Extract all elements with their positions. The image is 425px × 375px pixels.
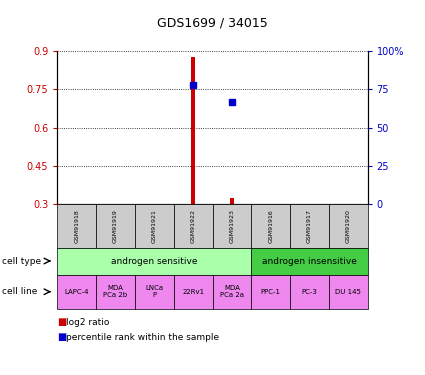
Text: GDS1699 / 34015: GDS1699 / 34015 (157, 17, 268, 30)
Text: androgen insensitive: androgen insensitive (262, 256, 357, 265)
Text: LAPC-4: LAPC-4 (65, 289, 89, 295)
Text: ■: ■ (57, 332, 67, 342)
Text: androgen sensitive: androgen sensitive (111, 256, 198, 265)
Text: GSM91920: GSM91920 (346, 209, 351, 243)
Bar (230, 198, 234, 204)
Text: GSM91917: GSM91917 (307, 209, 312, 243)
Text: GSM91918: GSM91918 (74, 209, 79, 243)
Text: cell type: cell type (2, 256, 41, 265)
Text: PC-3: PC-3 (301, 289, 317, 295)
Text: MDA
PCa 2a: MDA PCa 2a (220, 285, 244, 298)
Text: cell line: cell line (2, 287, 37, 296)
Text: GSM91919: GSM91919 (113, 209, 118, 243)
Text: GSM91923: GSM91923 (230, 209, 235, 243)
Text: DU 145: DU 145 (335, 289, 361, 295)
Text: percentile rank within the sample: percentile rank within the sample (66, 333, 219, 342)
Text: PPC-1: PPC-1 (261, 289, 280, 295)
Text: GSM91921: GSM91921 (152, 209, 157, 243)
Text: log2 ratio: log2 ratio (66, 318, 109, 327)
Text: GSM91922: GSM91922 (190, 209, 196, 243)
Text: ■: ■ (57, 317, 67, 327)
Text: MDA
PCa 2b: MDA PCa 2b (103, 285, 127, 298)
Text: 22Rv1: 22Rv1 (182, 289, 204, 295)
Text: GSM91916: GSM91916 (268, 209, 273, 243)
Bar (191, 57, 196, 204)
Text: LNCa
P: LNCa P (145, 285, 163, 298)
